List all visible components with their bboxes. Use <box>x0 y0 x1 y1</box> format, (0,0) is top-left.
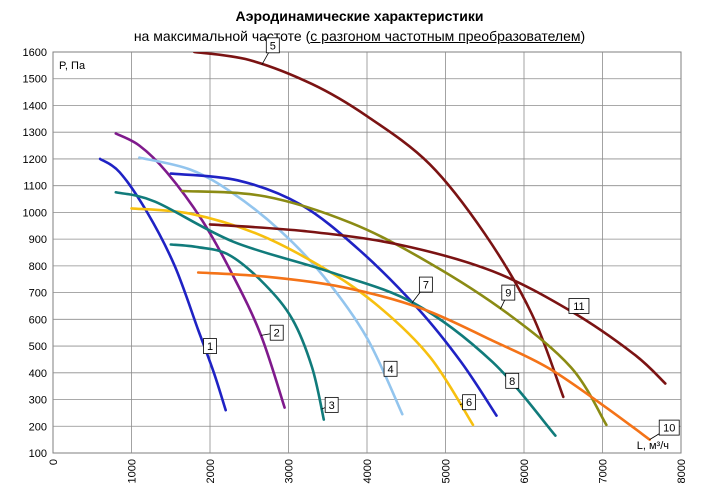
x-tick-label: 7000 <box>598 459 610 483</box>
y-tick-label: 700 <box>29 288 47 300</box>
series-label-2: 2 <box>274 328 280 340</box>
chart-title: Аэродинамические характеристики <box>235 8 484 24</box>
series-line-8 <box>114 191 557 437</box>
series-label-5: 5 <box>270 40 276 52</box>
series-line-5 <box>193 52 565 399</box>
x-tick-label: 5000 <box>441 459 453 483</box>
subtitle-underlined: с разгоном частотным преобразователем <box>310 28 581 44</box>
series-label-10: 10 <box>663 423 675 435</box>
series-label-8: 8 <box>509 376 515 388</box>
label-box-6 <box>462 394 476 411</box>
series-label-4: 4 <box>387 364 393 376</box>
series-line-4 <box>138 156 404 416</box>
y-tick-label: 1200 <box>23 154 47 166</box>
label-box-5 <box>265 37 280 54</box>
series-label-6: 6 <box>466 397 472 409</box>
series-line-9 <box>181 189 608 427</box>
series-line-10 <box>196 271 651 441</box>
y-tick-label: 1500 <box>23 74 47 86</box>
y-tick-label: 400 <box>29 368 47 380</box>
x-axis-label: L, м³/ч <box>637 440 669 452</box>
axes: 1002003004005006007008009001000110012001… <box>23 47 688 483</box>
series-label-3: 3 <box>329 400 335 412</box>
y-axis-label: P, Па <box>59 60 86 72</box>
label-box-3 <box>324 396 339 413</box>
series-label-11: 11 <box>573 301 584 313</box>
y-tick-label: 300 <box>29 395 47 407</box>
y-tick-label: 1400 <box>23 100 47 112</box>
series-line-7 <box>169 172 498 417</box>
y-tick-label: 500 <box>29 341 47 353</box>
y-tick-label: 1600 <box>23 47 47 59</box>
series-label-1: 1 <box>207 341 213 353</box>
y-tick-label: 200 <box>29 421 47 433</box>
x-tick-label: 6000 <box>519 459 531 483</box>
label-box-1 <box>203 338 217 354</box>
y-tick-label: 1300 <box>23 127 47 139</box>
y-tick-label: 1100 <box>23 181 47 193</box>
x-tick-label: 4000 <box>362 459 374 483</box>
y-tick-label: 600 <box>29 314 47 326</box>
subtitle-suffix: ) <box>580 28 586 44</box>
label-box-4 <box>383 360 398 377</box>
series-line-6 <box>130 207 475 427</box>
y-tick-label: 100 <box>29 448 47 460</box>
y-tick-label: 800 <box>29 261 47 273</box>
series-labels: 1 2 3 4 5 6 7 8 9 10 11 <box>203 37 680 440</box>
series-line-1 <box>98 157 227 412</box>
series-label-9: 9 <box>505 288 511 300</box>
label-box-11 <box>568 298 590 314</box>
series-line-11 <box>208 223 667 385</box>
x-tick-label: 8000 <box>676 459 688 483</box>
x-tick-label: 3000 <box>284 459 296 483</box>
series-lines <box>98 52 667 441</box>
series-label-7: 7 <box>423 280 429 292</box>
label-box-10 <box>658 419 680 436</box>
y-tick-label: 1000 <box>23 207 47 219</box>
label-box-8 <box>505 372 520 389</box>
x-tick-label: 1000 <box>127 459 139 483</box>
x-tick-label: 2000 <box>205 459 217 483</box>
label-box-9 <box>501 284 516 301</box>
x-tick-label: 0 <box>48 459 60 465</box>
label-box-7 <box>418 276 433 293</box>
series-line-3 <box>169 243 326 421</box>
grid <box>52 51 682 454</box>
label-box-2 <box>269 324 284 341</box>
series-line-2 <box>114 132 286 409</box>
y-tick-label: 900 <box>29 234 47 246</box>
